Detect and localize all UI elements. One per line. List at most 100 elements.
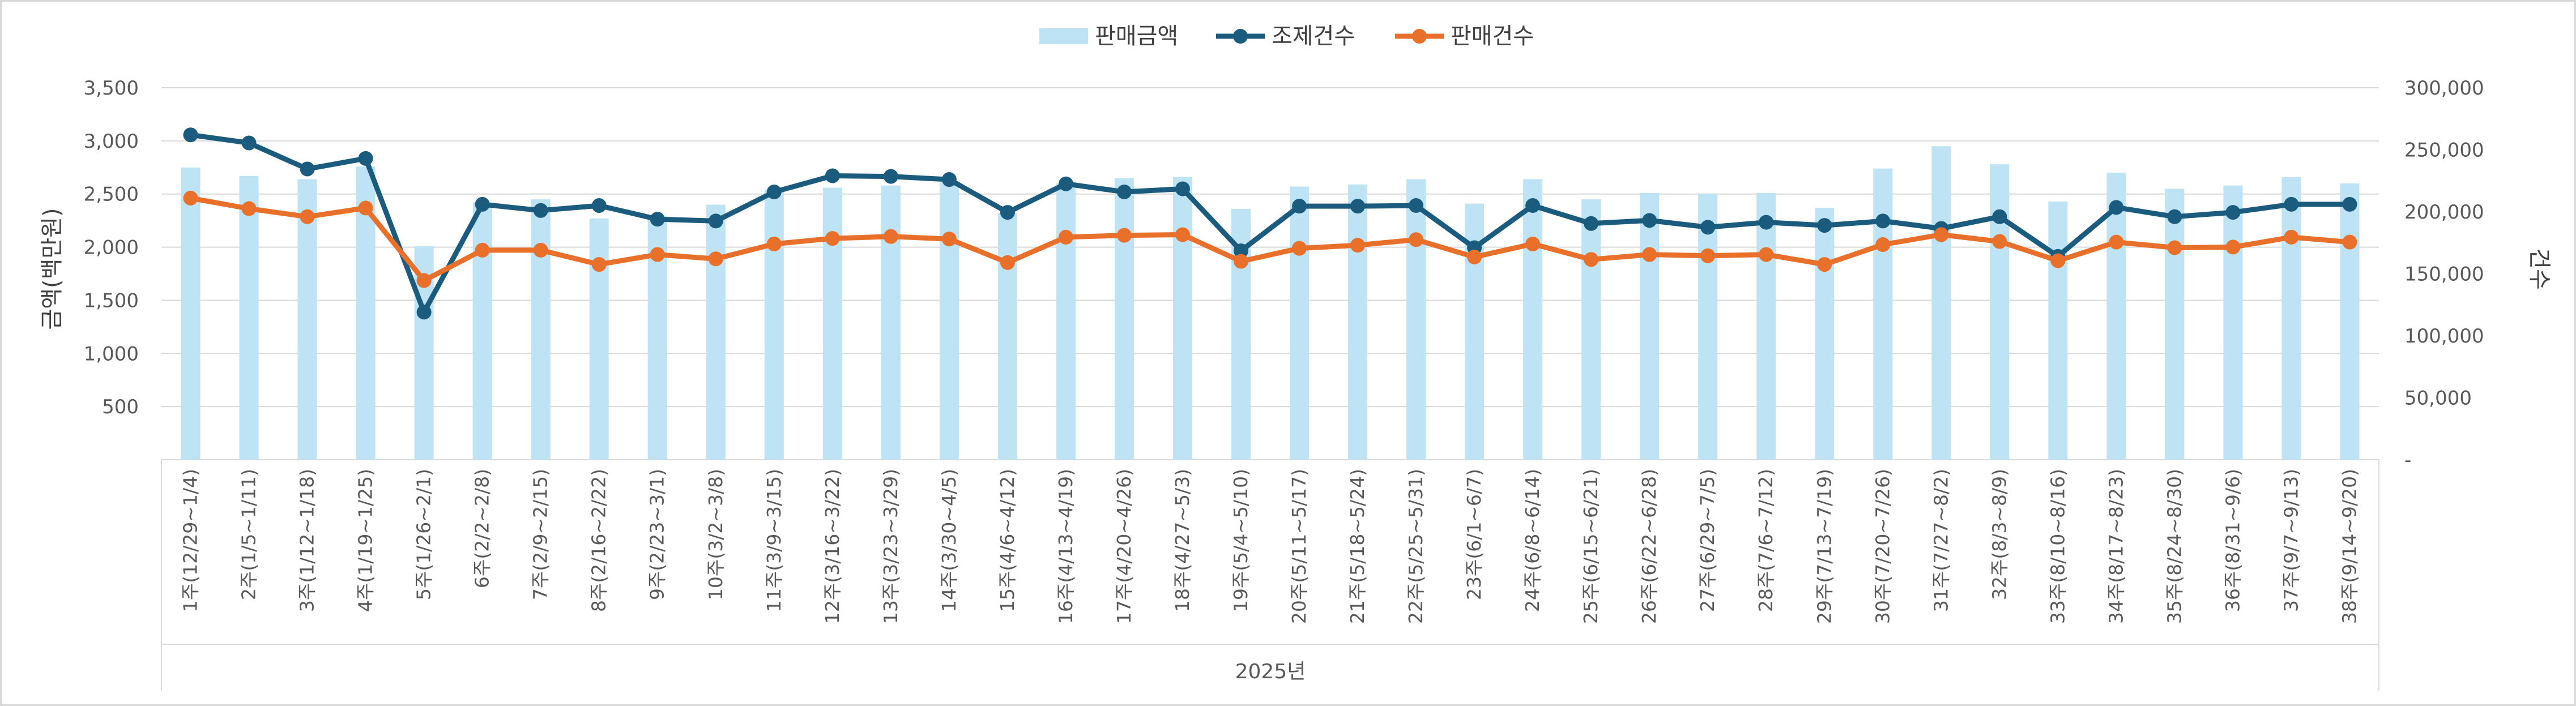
point-dispense-count: [1292, 199, 1307, 214]
bar-series-sales-amount: [181, 146, 2360, 460]
y-left-tick-label: 3,500: [84, 77, 139, 100]
legend-swatch-sales-amount: [1039, 28, 1088, 44]
x-category-label: 25주(6/15~6/21): [1580, 469, 1602, 624]
bar-sales-amount: [297, 179, 317, 460]
bar-sales-amount: [531, 199, 551, 460]
y-right-tick-label: 200,000: [2404, 201, 2484, 224]
x-category-label: 14주(3/30~4/5): [938, 469, 960, 612]
y-right-tick-label: 300,000: [2404, 77, 2484, 100]
gridlines: [161, 87, 2379, 460]
point-dispense-count: [2167, 209, 2182, 224]
y-left-tick-label: 2,000: [84, 237, 139, 259]
point-sales-count: [2284, 229, 2299, 245]
x-category-label: 21주(5/18~5/24): [1346, 469, 1368, 624]
point-sales-count: [475, 242, 490, 258]
y-right-tick-label: -: [2404, 449, 2411, 472]
bar-sales-amount: [881, 185, 901, 460]
legend-label-sales-amount: 판매금액: [1095, 23, 1178, 49]
line-series: [183, 127, 2357, 320]
point-sales-count: [2109, 234, 2124, 250]
legend-label-sales-count: 판매건수: [1451, 23, 1534, 49]
point-sales-count: [1875, 237, 1891, 253]
point-dispense-count: [475, 196, 490, 212]
legend-label-dispense-count: 조제건수: [1272, 23, 1355, 49]
legend-marker-sales-count: [1412, 29, 1427, 44]
point-sales-count: [2342, 234, 2357, 250]
point-dispense-count: [2284, 196, 2299, 212]
x-category-label: 9주(2/23~3/1): [646, 469, 668, 600]
point-dispense-count: [1875, 213, 1891, 229]
point-sales-count: [416, 273, 432, 288]
bar-sales-amount: [706, 204, 726, 460]
bar-sales-amount: [1990, 164, 2010, 460]
y-left-tick-label: 500: [102, 396, 139, 418]
point-sales-count: [2225, 239, 2241, 255]
bar-sales-amount: [1581, 199, 1601, 460]
point-sales-count: [1058, 229, 1073, 245]
x-category-label: 13주(3/23~3/29): [880, 469, 902, 624]
bar-sales-amount: [1698, 194, 1718, 460]
y-axis-left-title: 금액(백만원): [39, 208, 65, 330]
x-category-label: 20주(5/11~5/17): [1288, 469, 1310, 624]
x-category-label: 6주(2/2~2/8): [471, 469, 493, 588]
point-sales-count: [591, 257, 607, 272]
point-sales-count: [883, 229, 898, 244]
point-dispense-count: [1759, 215, 1774, 230]
bar-sales-amount: [2048, 201, 2068, 460]
bar-sales-amount: [1523, 179, 1543, 460]
point-dispense-count: [1175, 181, 1190, 196]
legend: 판매금액 조제건수 판매건수: [1039, 23, 1534, 49]
point-dispense-count: [416, 305, 432, 320]
point-dispense-count: [708, 213, 723, 229]
x-category-label: 34주(8/17~8/23): [2105, 469, 2127, 624]
x-category-label: 26주(6/22~6/28): [1638, 469, 1660, 624]
point-dispense-count: [1000, 205, 1015, 220]
x-category-label: 31주(7/27~8/2): [1930, 469, 1952, 612]
x-category-label: 4주(1/19~1/25): [355, 469, 377, 612]
point-sales-count: [1642, 247, 1657, 262]
point-sales-count: [941, 232, 957, 247]
point-sales-count: [1467, 249, 1482, 264]
point-sales-count: [1116, 228, 1132, 243]
x-category-label: 29주(7/13~7/19): [1813, 469, 1835, 624]
point-sales-count: [766, 236, 782, 251]
y-right-tick-label: 50,000: [2404, 387, 2472, 410]
point-dispense-count: [2109, 200, 2124, 215]
point-dispense-count: [941, 172, 957, 187]
point-dispense-count: [1700, 220, 1716, 235]
bar-sales-amount: [2281, 177, 2301, 460]
bar-sales-amount: [1815, 208, 1835, 460]
x-category-label: 3주(1/12~1/18): [296, 469, 318, 612]
point-dispense-count: [358, 151, 373, 166]
bar-sales-amount: [2223, 185, 2243, 460]
x-category-label: 1주(12/29~1/4): [180, 469, 202, 612]
axes: 500 1,000 1,500 2,000 2,500 3,000 3,500 - 50,000…: [84, 77, 2484, 691]
x-category-label: 17주(4/20~4/26): [1113, 469, 1135, 624]
bar-sales-amount: [1756, 192, 1776, 460]
point-sales-count: [1350, 238, 1366, 253]
point-sales-count: [241, 201, 257, 216]
point-sales-count: [1700, 248, 1716, 263]
point-sales-count: [1817, 257, 1832, 272]
x-category-label: 37주(9/7~9/13): [2280, 469, 2302, 612]
point-dispense-count: [883, 169, 898, 184]
point-dispense-count: [591, 198, 607, 213]
bar-sales-amount: [1640, 192, 1660, 460]
x-category-label: 2주(1/5~1/11): [238, 469, 260, 600]
bar-sales-amount: [1873, 168, 1893, 460]
bar-sales-amount: [1056, 183, 1076, 460]
point-sales-count: [533, 242, 548, 258]
point-sales-count: [1292, 241, 1307, 256]
x-category-label: 19주(5/4~5/10): [1230, 469, 1252, 612]
point-sales-count: [358, 200, 373, 216]
x-category-label: 11주(3/9~3/15): [763, 469, 785, 612]
y-right-tick-label: 100,000: [2404, 325, 2484, 348]
y-right-tick-label: 150,000: [2404, 263, 2484, 286]
point-sales-count: [1759, 247, 1774, 262]
line-dispense-count: [188, 132, 2352, 315]
legend-marker-dispense-count: [1233, 29, 1248, 44]
bar-sales-amount: [181, 167, 201, 460]
x-category-label: 22주(5/25~5/31): [1405, 469, 1427, 624]
